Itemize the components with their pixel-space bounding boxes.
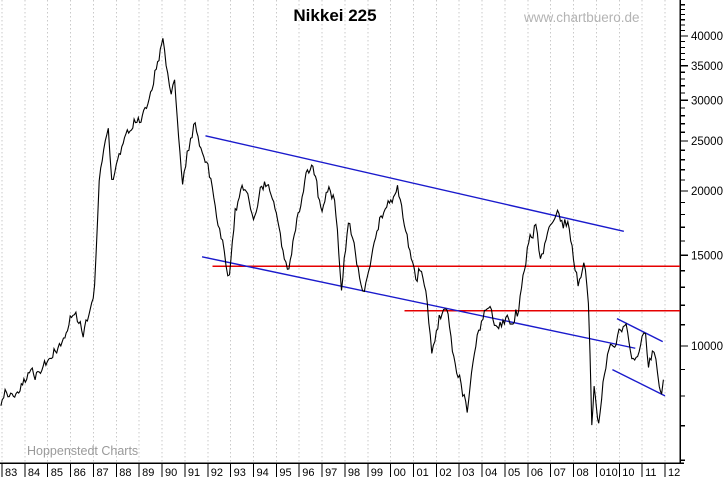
x-tick-label: 00: [394, 467, 406, 479]
x-tick-label: 10: [622, 467, 634, 479]
x-tick-label: 91: [188, 467, 200, 479]
y-tick-label: 35000: [691, 61, 723, 73]
x-tick-label: 84: [28, 467, 40, 479]
x-tick-label: 88: [119, 467, 131, 479]
x-tick-label: 11: [645, 467, 656, 479]
x-tick-label: 05: [508, 467, 520, 479]
y-tick-label: 20000: [691, 186, 723, 198]
y-tick-label: 30000: [691, 95, 723, 107]
x-tick-label: 85: [51, 467, 63, 479]
watermark-text: www.chartbuero.de: [524, 10, 640, 25]
x-tick-label: 83: [5, 467, 17, 479]
x-tick-label: 08: [577, 467, 589, 479]
y-tick-label: 10000: [691, 341, 723, 353]
x-tick-label: 94: [256, 467, 268, 479]
y-tick-label: 15000: [691, 250, 723, 262]
trendline-wedge-upper: [616, 318, 664, 343]
x-tick-label: 12: [668, 467, 680, 479]
x-tick-label: 04: [485, 467, 497, 479]
x-tick-label: 96: [302, 467, 314, 479]
x-tick-label: 87: [96, 467, 108, 479]
price-line-nikkei-225: [0, 38, 664, 426]
x-tick-label: 95: [279, 467, 291, 479]
x-tick-label: 010: [599, 467, 617, 479]
x-tick-label: 03: [462, 467, 474, 479]
x-tick-label: 93: [234, 467, 246, 479]
x-tick-label: 07: [554, 467, 566, 479]
x-tick-label: 02: [439, 467, 451, 479]
brand-label: Hoppenstedt Charts: [27, 444, 139, 458]
chart-title: Nikkei 225: [293, 6, 377, 25]
x-tick-label: 86: [74, 467, 86, 479]
trendline-channel-upper: [205, 135, 625, 232]
x-tick-label: 97: [325, 467, 337, 479]
trendline-channel-lower: [201, 256, 636, 349]
x-tick-label: 01: [417, 467, 429, 479]
y-tick-label: 25000: [691, 136, 723, 148]
x-tick-label: 92: [211, 467, 223, 479]
y-tick-label: 40000: [691, 31, 723, 43]
x-tick-label: 06: [531, 467, 543, 479]
x-tick-label: 89: [142, 467, 154, 479]
trendline-wedge-lower: [612, 368, 666, 397]
x-tick-label: 98: [348, 467, 360, 479]
x-tick-label: 90: [165, 467, 177, 479]
x-tick-label: 99: [371, 467, 383, 479]
